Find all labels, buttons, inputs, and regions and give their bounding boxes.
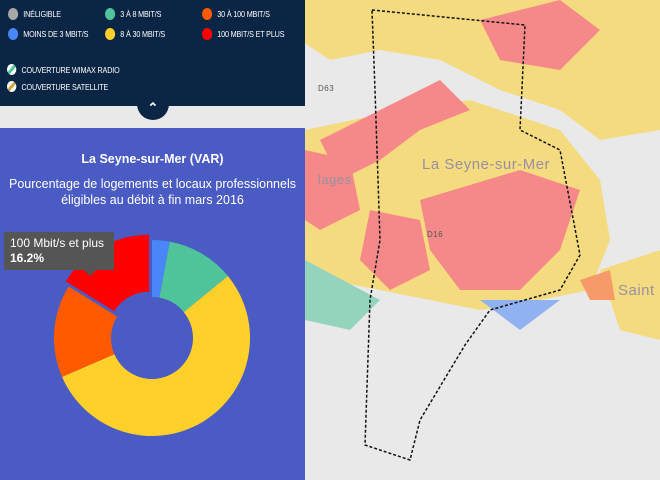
legend-item-100-plus: 100 MBIT/S ET PLUS bbox=[202, 28, 285, 40]
map-city-label: La Seyne-sur-Mer bbox=[422, 156, 551, 173]
commune-panel: La Seyne-sur-Mer (VAR) Pourcentage de lo… bbox=[0, 128, 305, 480]
legend-item-wimax: COUVERTURE WIMAX RADIO bbox=[7, 64, 120, 75]
pie-slice-3-8-mbit-s[interactable] bbox=[159, 241, 228, 313]
pie-slice-8-30-mbit-s[interactable] bbox=[62, 276, 251, 437]
legend-dot-icon bbox=[8, 28, 19, 40]
legend-item-3-8: 3 À 8 MBIT/S bbox=[105, 8, 161, 20]
wimax-stripe-icon bbox=[7, 64, 17, 75]
tooltip-value: 16.2% bbox=[10, 251, 45, 265]
map-legend: INÉLIGIBLE MOINS DE 3 MBIT/S 3 À 8 MBIT/… bbox=[0, 0, 305, 106]
map-place-label: Saint bbox=[618, 282, 655, 299]
legend-dot-icon bbox=[202, 8, 213, 20]
pie-slice-100-mbit-s-et-plus[interactable] bbox=[65, 234, 150, 312]
chevron-up-icon: ⌃ bbox=[147, 100, 159, 115]
legend-item-30-100: 30 À 100 MBIT/S bbox=[202, 8, 270, 20]
legend-item-under-3: MOINS DE 3 MBIT/S bbox=[8, 28, 88, 40]
tooltip-label: 100 Mbit/s et plus bbox=[10, 236, 105, 250]
map-road-label: D16 bbox=[427, 230, 444, 239]
legend-dot-icon bbox=[105, 28, 116, 40]
legend-dot-icon bbox=[105, 8, 116, 20]
legend-item-8-30: 8 À 30 MBIT/S bbox=[105, 28, 165, 40]
legend-item-ineligible: INÉLIGIBLE bbox=[8, 8, 61, 20]
legend-item-satellite: COUVERTURE SATELLITE bbox=[7, 81, 108, 92]
legend-dot-icon bbox=[8, 8, 19, 20]
panel-subtitle: Pourcentage de logements et locaux profe… bbox=[9, 177, 296, 207]
satellite-stripe-icon bbox=[7, 81, 17, 92]
pie-slice-moins-de-3-mbit-s[interactable] bbox=[152, 240, 170, 298]
panel-title: La Seyne-sur-Mer (VAR) bbox=[81, 152, 224, 166]
map-road-label: D63 bbox=[318, 84, 335, 93]
map-place-label: lages bbox=[318, 172, 352, 187]
legend-dot-icon bbox=[202, 28, 213, 40]
chart-tooltip: 100 Mbit/s et plus 16.2% bbox=[4, 232, 114, 276]
legend-toggle-button[interactable]: ⌃ bbox=[137, 100, 169, 120]
donut-chart bbox=[53, 234, 251, 437]
pie-slice-30-100-mbit-s[interactable] bbox=[53, 286, 118, 377]
